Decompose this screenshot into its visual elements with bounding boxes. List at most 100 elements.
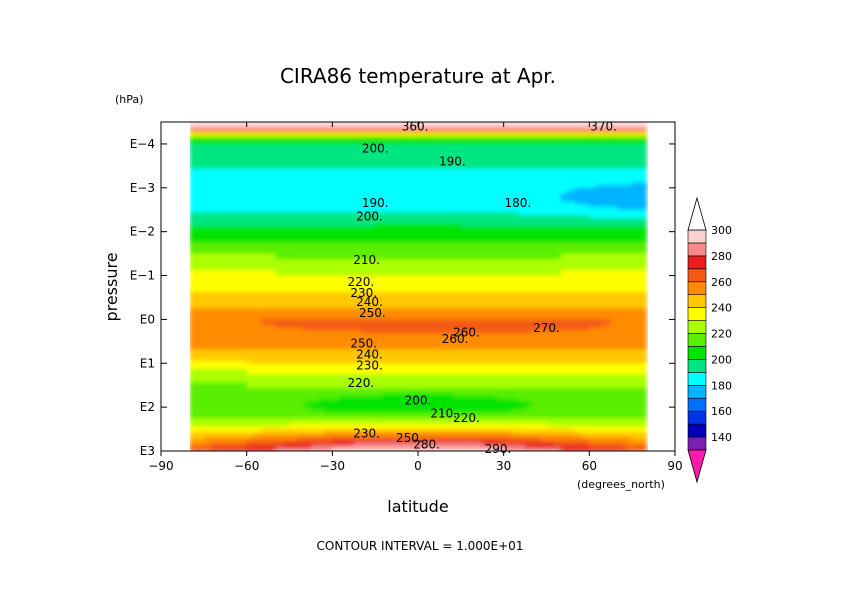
heatmap-cell — [289, 237, 298, 241]
heatmap-cell — [375, 201, 383, 205]
heatmap-cell — [453, 426, 462, 430]
heatmap-cell — [310, 176, 319, 181]
heatmap-cell — [418, 404, 426, 408]
heatmap-cell — [239, 401, 248, 405]
heatmap-cell — [275, 346, 283, 351]
heatmap-cell — [432, 248, 441, 252]
heatmap-cell — [403, 256, 412, 260]
heatmap-cell — [360, 176, 369, 181]
heatmap-cell — [439, 245, 448, 249]
heatmap-cell — [303, 176, 312, 181]
heatmap-cell — [467, 253, 476, 257]
heatmap-cell — [239, 171, 248, 175]
heatmap-cell — [353, 261, 362, 266]
heatmap-cell — [203, 401, 212, 405]
heatmap-cell — [403, 398, 412, 403]
heatmap-cell — [353, 390, 362, 395]
heatmap-cell — [475, 368, 483, 373]
heatmap-cell — [396, 168, 405, 172]
heatmap-cell — [239, 341, 248, 345]
heatmap-cell — [467, 242, 476, 246]
heatmap-cell — [253, 437, 262, 441]
heatmap-cell — [482, 275, 490, 279]
heatmap-cell — [282, 396, 291, 400]
heatmap-cell — [353, 171, 362, 175]
heatmap-cell — [190, 398, 198, 403]
heatmap-cell — [432, 363, 441, 367]
heatmap-cell — [303, 135, 312, 140]
heatmap-cell — [353, 168, 362, 172]
heatmap-cell — [368, 294, 376, 299]
heatmap-cell — [275, 376, 283, 381]
heatmap-cell — [418, 130, 426, 134]
heatmap-cell — [360, 182, 369, 186]
heatmap-cell — [425, 341, 433, 345]
heatmap-cell — [368, 226, 376, 230]
heatmap-cell — [260, 237, 269, 241]
heatmap-cell — [353, 316, 362, 320]
heatmap-cell — [389, 146, 398, 151]
heatmap-cell — [282, 294, 291, 299]
heatmap-cell — [368, 190, 376, 194]
heatmap-cell — [303, 440, 312, 444]
heatmap-cell — [232, 360, 241, 364]
heatmap-cell — [368, 206, 376, 211]
heatmap-cell — [418, 190, 426, 194]
heatmap-cell — [425, 366, 433, 370]
heatmap-cell — [403, 346, 412, 351]
heatmap-cell — [318, 198, 326, 203]
heatmap-cell — [325, 289, 333, 293]
heatmap-cell — [282, 429, 291, 433]
heatmap-cell — [382, 415, 391, 419]
heatmap-cell — [210, 253, 219, 257]
heatmap-cell — [303, 259, 312, 263]
heatmap-cell — [196, 237, 205, 241]
heatmap-cell — [332, 231, 341, 236]
heatmap-cell — [239, 228, 248, 233]
heatmap-cell — [375, 363, 383, 367]
heatmap-cell — [190, 407, 198, 411]
heatmap-cell — [289, 270, 298, 274]
heatmap-cell — [218, 122, 226, 126]
heatmap-cell — [432, 349, 441, 353]
heatmap-cell — [196, 193, 205, 197]
heatmap-cell — [410, 289, 419, 293]
heatmap-cell — [460, 327, 469, 331]
heatmap-cell — [382, 198, 391, 203]
heatmap-cell — [289, 407, 298, 411]
heatmap-cell — [453, 352, 462, 356]
heatmap-cell — [318, 333, 326, 337]
heatmap-cell — [196, 401, 205, 405]
heatmap-cell — [360, 382, 369, 386]
heatmap-cell — [467, 420, 476, 425]
heatmap-cell — [346, 190, 355, 194]
heatmap-cell — [446, 168, 455, 172]
heatmap-cell — [368, 374, 376, 378]
heatmap-cell — [310, 204, 319, 208]
heatmap-cell — [418, 176, 426, 181]
heatmap-cell — [339, 431, 348, 436]
heatmap-cell — [439, 398, 448, 403]
heatmap-cell — [268, 270, 276, 274]
heatmap-cell — [453, 253, 462, 257]
heatmap-cell — [225, 366, 233, 370]
heatmap-cell — [439, 130, 448, 134]
heatmap-cell — [389, 157, 398, 161]
heatmap-cell — [396, 286, 405, 290]
heatmap-cell — [425, 357, 433, 362]
heatmap-cell — [389, 330, 398, 334]
heatmap-cell — [382, 215, 391, 219]
heatmap-cell — [382, 374, 391, 378]
heatmap-cell — [339, 242, 348, 246]
heatmap-cell — [339, 176, 348, 181]
heatmap-cell — [289, 297, 298, 301]
heatmap-cell — [475, 440, 483, 444]
heatmap-cell — [260, 319, 269, 323]
heatmap-cell — [382, 245, 391, 249]
heatmap-cell — [318, 297, 326, 301]
heatmap-cell — [389, 143, 398, 148]
heatmap-cell — [190, 308, 198, 312]
heatmap-cell — [282, 176, 291, 181]
heatmap-cell — [396, 357, 405, 362]
heatmap-cell — [368, 242, 376, 246]
